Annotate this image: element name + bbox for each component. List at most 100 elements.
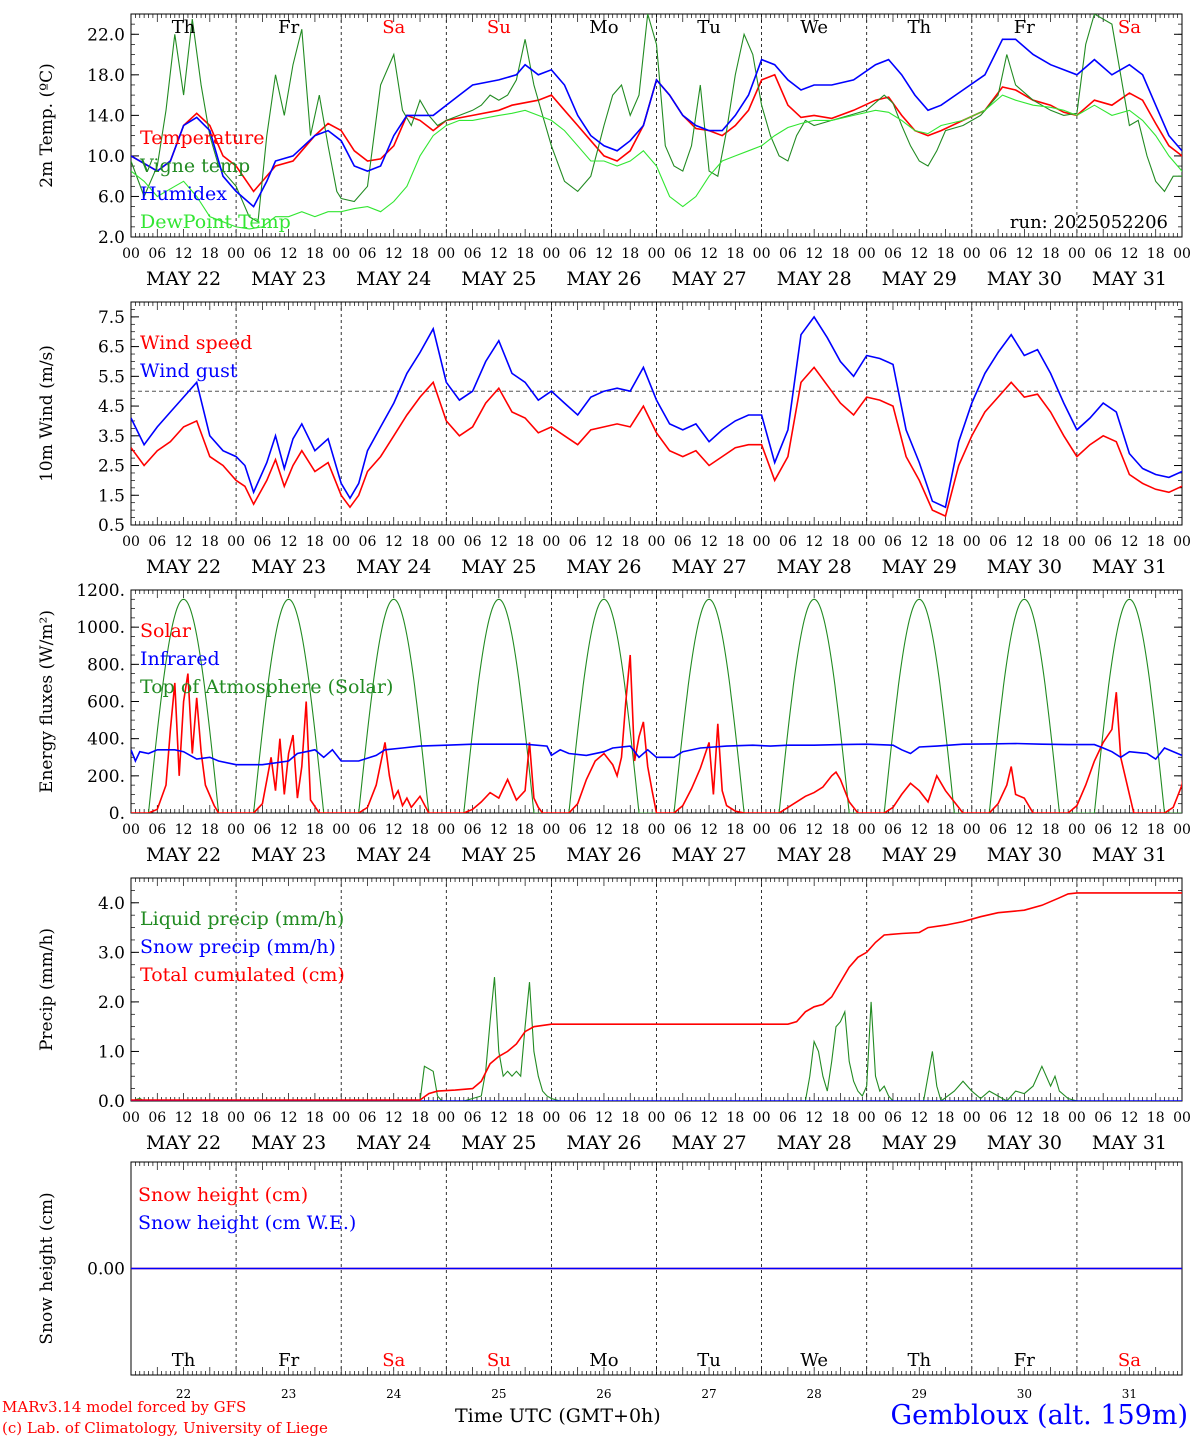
series-wind-gust-line bbox=[131, 315, 1182, 509]
y-tick-label: 22.0 bbox=[87, 25, 125, 45]
precip-panel: 0.0 1.0 2.0 3.0 4.0 Precip (mm/h) Liquid preci… bbox=[37, 877, 1191, 1154]
y-tick-label: 6.0 bbox=[98, 187, 125, 207]
hour-tick-label: 12 bbox=[385, 822, 403, 838]
hour-tick-label: 12 bbox=[175, 1110, 193, 1126]
y-tick-label: 0.0 bbox=[98, 1092, 125, 1112]
hour-tick-label: 18 bbox=[306, 246, 324, 262]
hour-tick-label: 00 bbox=[227, 246, 245, 262]
hour-tick-label: 00 bbox=[1173, 534, 1191, 550]
hour-tick-label: 12 bbox=[700, 822, 718, 838]
hour-tick-label: 18 bbox=[201, 822, 219, 838]
hour-tick-label: 18 bbox=[201, 1110, 219, 1126]
y-tick-label: 2.5 bbox=[98, 457, 125, 477]
hour-tick-label: 12 bbox=[490, 534, 508, 550]
hour-tick-label: 18 bbox=[1147, 822, 1165, 838]
y-tick-label: 4.5 bbox=[98, 397, 125, 417]
hour-tick-label: 00 bbox=[753, 822, 771, 838]
day-number: 31 bbox=[1122, 1387, 1137, 1401]
hour-tick-label: 18 bbox=[1147, 534, 1165, 550]
hour-tick-label: 12 bbox=[595, 822, 613, 838]
date-label: MAY 31 bbox=[1092, 1132, 1167, 1154]
hour-tick-label: 06 bbox=[779, 534, 797, 550]
hour-tick-label: 06 bbox=[464, 822, 482, 838]
hour-tick-label: 12 bbox=[700, 246, 718, 262]
hour-tick-label: 12 bbox=[1015, 246, 1033, 262]
date-label: MAY 24 bbox=[356, 844, 431, 866]
day-number: 29 bbox=[912, 1387, 927, 1401]
hour-tick-label: 06 bbox=[779, 246, 797, 262]
hour-tick-label: 00 bbox=[858, 534, 876, 550]
hour-tick-label: 12 bbox=[175, 246, 193, 262]
hour-tick-label: 18 bbox=[937, 534, 955, 550]
legend-total-cumulated-cm-: Total cumulated (cm) bbox=[140, 964, 345, 986]
hour-tick-label: 00 bbox=[1068, 534, 1086, 550]
hour-tick-label: 18 bbox=[621, 534, 639, 550]
hour-tick-label: 12 bbox=[175, 534, 193, 550]
day-number: 24 bbox=[386, 1387, 402, 1401]
hour-tick-label: 18 bbox=[832, 1110, 850, 1126]
hour-tick-label: 06 bbox=[884, 1110, 902, 1126]
hour-tick-label: 18 bbox=[832, 246, 850, 262]
date-label: MAY 22 bbox=[146, 844, 221, 866]
date-label: MAY 30 bbox=[987, 556, 1062, 578]
day-abbr: Sa bbox=[1118, 17, 1141, 38]
hour-tick-label: 00 bbox=[542, 246, 560, 262]
date-label: MAY 26 bbox=[566, 556, 641, 578]
y-axis-label: 10m Wind (m/s) bbox=[37, 345, 57, 482]
y-tick-label: 14.0 bbox=[87, 106, 125, 126]
date-label: MAY 30 bbox=[987, 1132, 1062, 1154]
hour-tick-label: 00 bbox=[858, 246, 876, 262]
y-axis-label: Snow height (cm) bbox=[37, 1192, 57, 1344]
hour-tick-label: 18 bbox=[1042, 246, 1060, 262]
hour-tick-label: 06 bbox=[359, 534, 377, 550]
hour-tick-label: 18 bbox=[306, 534, 324, 550]
hour-tick-label: 00 bbox=[227, 822, 245, 838]
hour-tick-label: 06 bbox=[779, 822, 797, 838]
hour-tick-label: 00 bbox=[437, 1110, 455, 1126]
wind-panel: 0.5 1.5 2.5 3.5 4.5 5.5 6.5 7.5 10m Wind (m/s) Wi… bbox=[37, 301, 1191, 578]
series-wind-speed-line bbox=[131, 366, 1182, 518]
y-tick-label: 400. bbox=[87, 730, 125, 750]
hour-tick-label: 18 bbox=[201, 534, 219, 550]
run-annotation: run: 2025052206 bbox=[1010, 212, 1168, 233]
hour-tick-label: 12 bbox=[1121, 534, 1139, 550]
date-label: MAY 27 bbox=[671, 844, 746, 866]
y-tick-label: 800. bbox=[87, 655, 125, 675]
hour-tick-label: 12 bbox=[1015, 534, 1033, 550]
hour-tick-label: 06 bbox=[989, 534, 1007, 550]
snow-panel: 0.00 Snow height (cm) Snow height (cm) Snow… bbox=[37, 1161, 1183, 1401]
hour-tick-label: 06 bbox=[1094, 534, 1112, 550]
hour-tick-label: 12 bbox=[1121, 1110, 1139, 1126]
hour-tick-label: 00 bbox=[753, 1110, 771, 1126]
hour-tick-label: 18 bbox=[937, 246, 955, 262]
day-abbr: Th bbox=[907, 17, 931, 38]
hour-tick-label: 18 bbox=[516, 534, 534, 550]
energy-panel: 0. 200. 400. 600. 800. 1000. 1200. Energy fluxe… bbox=[37, 581, 1191, 866]
hour-tick-label: 00 bbox=[648, 534, 666, 550]
day-number: 30 bbox=[1017, 1387, 1032, 1401]
day-abbr: Fr bbox=[1014, 17, 1035, 38]
hour-tick-label: 12 bbox=[280, 822, 298, 838]
hour-tick-label: 18 bbox=[1147, 1110, 1165, 1126]
y-tick-label: 6.5 bbox=[98, 338, 125, 358]
hour-tick-label: 18 bbox=[1147, 246, 1165, 262]
hour-tick-label: 00 bbox=[437, 822, 455, 838]
hour-tick-label: 06 bbox=[779, 1110, 797, 1126]
day-abbr: Tu bbox=[697, 17, 721, 38]
legend-top-of-atmosphere-solar-: Top of Atmosphere (Solar) bbox=[140, 676, 393, 698]
date-label: MAY 29 bbox=[882, 844, 957, 866]
day-number: 22 bbox=[176, 1387, 191, 1401]
hour-tick-label: 00 bbox=[963, 1110, 981, 1126]
hour-tick-label: 12 bbox=[490, 246, 508, 262]
hour-tick-label: 00 bbox=[332, 246, 350, 262]
hour-tick-label: 00 bbox=[1068, 822, 1086, 838]
hour-tick-label: 00 bbox=[122, 246, 140, 262]
hour-tick-label: 06 bbox=[569, 246, 587, 262]
day-abbr: Th bbox=[172, 1350, 196, 1371]
hour-tick-label: 18 bbox=[1042, 1110, 1060, 1126]
hour-tick-label: 12 bbox=[910, 246, 928, 262]
hour-tick-label: 00 bbox=[332, 1110, 350, 1126]
hour-tick-label: 06 bbox=[989, 822, 1007, 838]
hour-tick-label: 18 bbox=[937, 822, 955, 838]
day-number: 28 bbox=[807, 1387, 822, 1401]
